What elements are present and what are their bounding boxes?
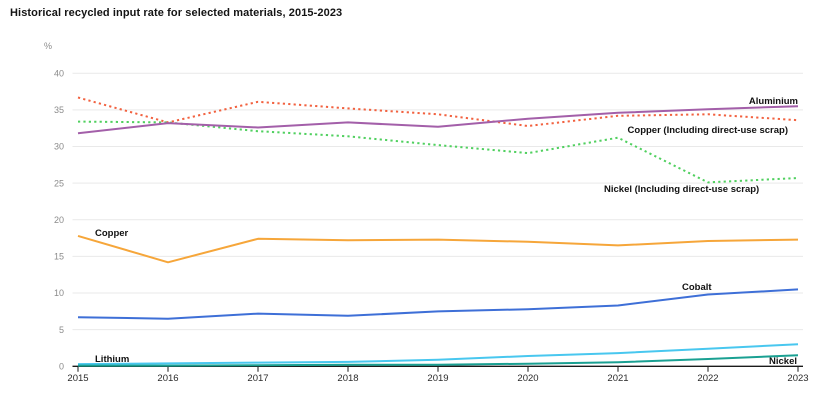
- x-tick-label-2015: 2015: [67, 373, 88, 384]
- x-tick-label-2022: 2022: [697, 373, 718, 384]
- y-tick-label-20: 20: [54, 215, 64, 225]
- y-tick-label-25: 25: [54, 178, 64, 188]
- y-tick-label-35: 35: [54, 105, 64, 115]
- y-tick-label-15: 15: [54, 252, 64, 262]
- series-label-copper-including-direct-use-scrap: Copper (Including direct-use scrap): [628, 125, 788, 136]
- series-label-copper: Copper: [95, 228, 129, 239]
- chart-title: Historical recycled input rate for selec…: [10, 7, 343, 19]
- x-tick-label-2019: 2019: [427, 373, 448, 384]
- y-tick-label-30: 30: [54, 142, 64, 152]
- series-label-lithium: Lithium: [95, 354, 129, 365]
- y-tick-label-0: 0: [59, 362, 64, 372]
- x-tick-label-2020: 2020: [517, 373, 538, 384]
- x-tick-label-2017: 2017: [247, 373, 268, 384]
- y-tick-label-40: 40: [54, 68, 64, 78]
- series-line-copper-including-direct-use-scrap: [77, 96, 799, 127]
- series-line-aluminium: [77, 105, 799, 135]
- x-tick-label-2021: 2021: [607, 373, 628, 384]
- y-axis-unit-label: %: [44, 41, 52, 51]
- series-label-aluminium: Aluminium: [749, 96, 798, 107]
- series-line-lithium: [77, 343, 799, 366]
- y-tick-label-5: 5: [59, 325, 64, 335]
- series-line-copper: [77, 234, 799, 264]
- series-label-nickel-including-direct-use-scrap: Nickel (Including direct-use scrap): [604, 184, 759, 195]
- series-line-nickel: [78, 354, 799, 367]
- series-line-cobalt: [77, 288, 799, 320]
- x-tick-label-2016: 2016: [157, 373, 178, 384]
- series-label-cobalt: Cobalt: [682, 282, 712, 293]
- y-tick-label-10: 10: [54, 288, 64, 298]
- x-tick-label-2018: 2018: [337, 373, 358, 384]
- series-label-nickel: Nickel: [769, 356, 797, 367]
- x-tick-label-2023: 2023: [787, 373, 808, 384]
